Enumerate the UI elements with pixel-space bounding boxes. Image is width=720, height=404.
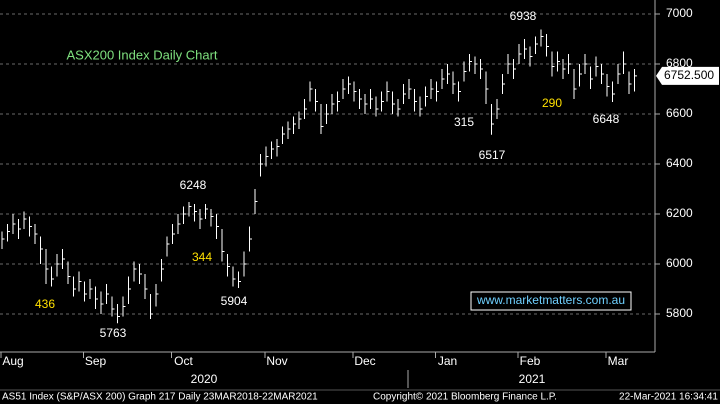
x-tick-label: Jan bbox=[438, 354, 457, 368]
website: www.marketmatters.com.au bbox=[476, 293, 625, 307]
annotation: 5904 bbox=[221, 294, 248, 308]
x-tick-label: Aug bbox=[2, 354, 23, 368]
year-label: 2020 bbox=[191, 372, 218, 386]
footer-text: 22-Mar-2021 16:34:41 bbox=[619, 392, 718, 403]
y-tick-label: 6000 bbox=[666, 256, 693, 270]
annotation: 6648 bbox=[593, 112, 620, 126]
last-price-label: 6752.500 bbox=[664, 68, 714, 82]
y-tick-label: 6400 bbox=[666, 156, 693, 170]
website-box bbox=[470, 291, 632, 311]
footer-text: AS51 Index (S&P/ASX 200) Graph 217 Daily… bbox=[2, 392, 318, 403]
y-tick-label: 6200 bbox=[666, 206, 693, 220]
year-label: 2021 bbox=[519, 372, 546, 386]
annotation: 6517 bbox=[479, 148, 506, 162]
y-tick-label: 5800 bbox=[666, 306, 693, 320]
y-tick-label: 7000 bbox=[666, 6, 693, 20]
x-tick-label: Nov bbox=[266, 354, 287, 368]
annotation: 315 bbox=[454, 115, 474, 129]
annotation: 6938 bbox=[510, 9, 537, 23]
annotation: 344 bbox=[192, 250, 212, 264]
x-tick-label: Mar bbox=[608, 354, 629, 368]
annotation: 6248 bbox=[180, 178, 207, 192]
y-tick-label: 6800 bbox=[666, 56, 693, 70]
annotation: 5763 bbox=[100, 326, 127, 340]
y-tick-label: 6600 bbox=[666, 106, 693, 120]
x-tick-label: Sep bbox=[85, 354, 107, 368]
x-tick-label: Dec bbox=[354, 354, 375, 368]
x-tick-label: Feb bbox=[520, 354, 541, 368]
footer-text: Copyright© 2021 Bloomberg Finance L.P. bbox=[373, 392, 557, 403]
chart-title: ASX200 Index Daily Chart bbox=[66, 47, 217, 62]
annotation: 290 bbox=[542, 96, 562, 110]
x-tick-label: Oct bbox=[174, 354, 193, 368]
annotation: 436 bbox=[35, 297, 55, 311]
last-price-box bbox=[656, 66, 719, 85]
